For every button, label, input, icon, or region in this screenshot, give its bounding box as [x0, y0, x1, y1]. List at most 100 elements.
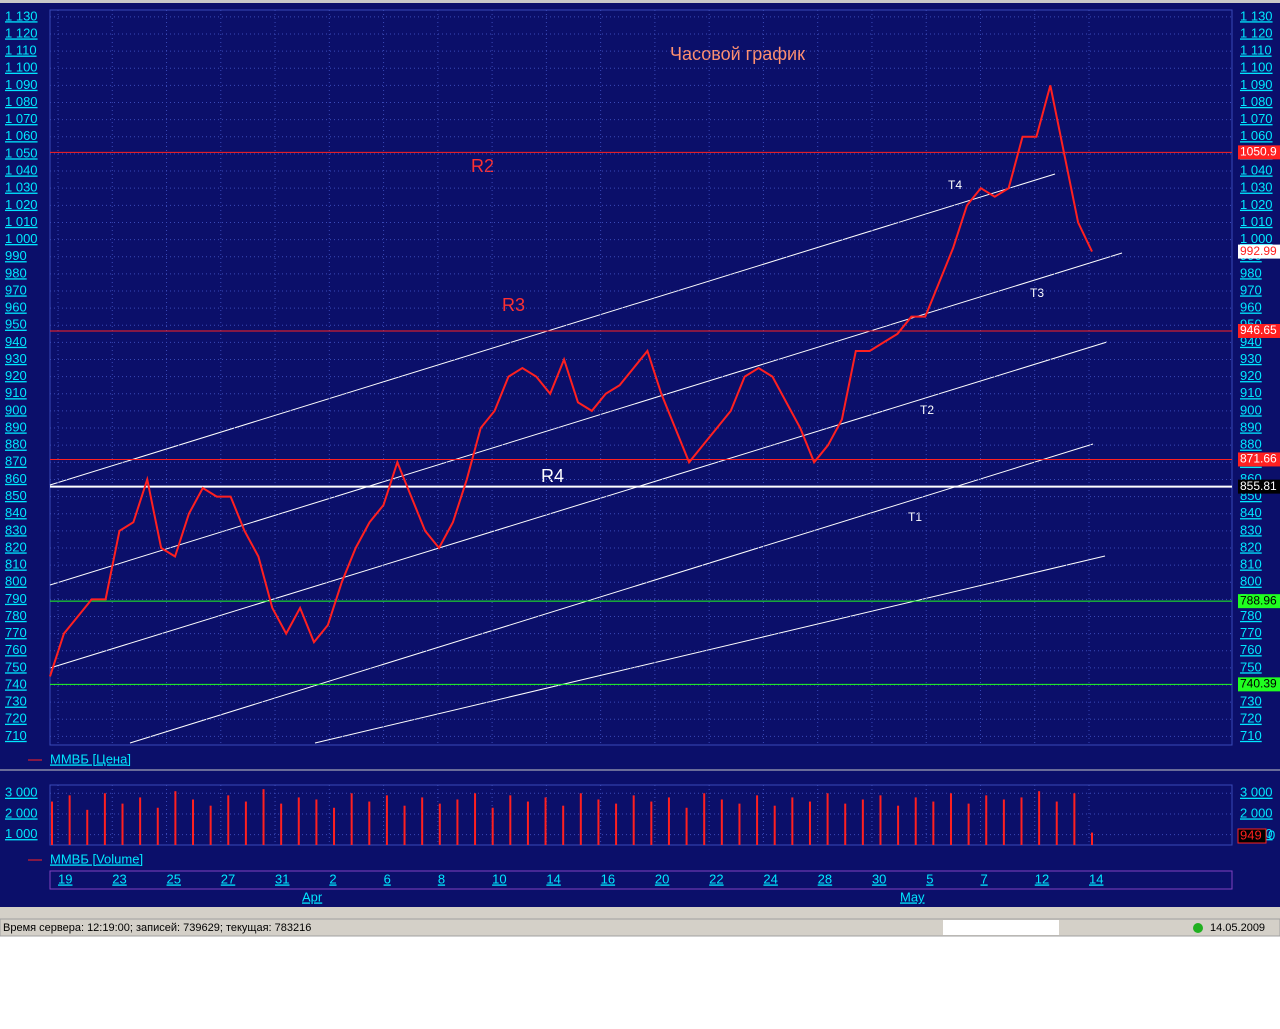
volume-bar	[897, 805, 900, 845]
x-tick-label: 16	[601, 871, 615, 886]
y-tick-label: 1 040	[1240, 162, 1273, 177]
y-tick-label: 950	[5, 317, 27, 332]
y-tick-label: 1 130	[5, 8, 38, 23]
y-tick-label: 1 120	[5, 25, 38, 40]
y-tick-label: 1 040	[5, 162, 38, 177]
y-tick-label: 840	[5, 505, 27, 520]
volume-bar	[315, 799, 318, 845]
y-tick-label: 890	[1240, 419, 1262, 434]
current-volume: 949	[1240, 827, 1262, 842]
x-tick-label: 2	[329, 871, 336, 886]
volume-bar	[773, 805, 776, 845]
x-tick-label: 14	[546, 871, 560, 886]
volume-bar	[403, 805, 406, 845]
y-tick-label: 930	[5, 351, 27, 366]
level-box	[1238, 452, 1280, 467]
volume-bar	[985, 795, 988, 845]
volume-bar	[156, 807, 159, 845]
volume-bar	[103, 793, 106, 845]
current-zero: 0	[1268, 827, 1275, 842]
legend-entry[interactable]: ММВБ [Volume]	[50, 851, 143, 866]
y-tick-label: 860	[5, 471, 27, 486]
y-tick-label: 840	[1240, 505, 1262, 520]
x-tick-label: 27	[221, 871, 235, 886]
volume-bar	[86, 809, 89, 845]
volume-bar	[597, 799, 600, 845]
volume-bar	[121, 803, 124, 845]
y-tick-label: 1 110	[5, 43, 37, 58]
y-tick-label: 3 000	[1240, 785, 1273, 800]
x-tick-label: 8	[438, 871, 445, 886]
y-tick-label: 1 020	[5, 197, 38, 212]
y-tick-label: 960	[5, 300, 27, 315]
status-field	[943, 920, 1059, 935]
volume-bar	[227, 795, 230, 845]
volume-bar	[438, 803, 441, 845]
y-tick-label: 980	[1240, 265, 1262, 280]
y-tick-label: 1 110	[1240, 43, 1272, 58]
level-box	[1238, 323, 1280, 338]
volume-bar	[421, 797, 424, 845]
trendline	[49, 173, 1056, 486]
price-frame	[49, 9, 1233, 746]
y-tick-label: 1 080	[1240, 94, 1273, 109]
y-tick-label: 1 090	[5, 77, 38, 92]
y-tick-label: 980	[5, 265, 27, 280]
y-tick-label: 820	[5, 539, 27, 554]
y-tick-label: 900	[5, 402, 27, 417]
volume-bar	[914, 797, 917, 845]
chart-title: Часовой график	[670, 44, 805, 64]
volume-bar	[68, 795, 71, 845]
status-date: 14.05.2009	[1210, 922, 1265, 934]
scrollbar[interactable]	[0, 907, 1280, 919]
x-tick-label: 23	[112, 871, 126, 886]
date-frame	[49, 870, 1233, 890]
trendlines	[49, 173, 1123, 744]
y-tick-label: 1 000	[1240, 231, 1273, 246]
legend-entry[interactable]: ММВБ [Цена]	[50, 751, 131, 766]
y-tick-label: 770	[1240, 625, 1262, 640]
volume-bar	[808, 801, 811, 845]
y-tick-label: 1 120	[1240, 25, 1273, 40]
volume-bar	[297, 797, 300, 845]
annotation: R3	[502, 295, 525, 315]
volume-bar	[192, 799, 195, 845]
y-tick-label: 960	[1240, 300, 1262, 315]
volume-bar	[738, 803, 741, 845]
x-tick-label: 5	[926, 871, 933, 886]
volume-bar	[509, 795, 512, 845]
level-box	[1238, 677, 1280, 692]
volume-bar	[861, 799, 864, 845]
volume-bar	[174, 791, 177, 845]
y-tick-label: 1 100	[5, 60, 38, 75]
y-tick-label: 940	[5, 334, 27, 349]
volume-bar	[720, 799, 723, 845]
trendline	[49, 252, 1123, 586]
volume-bar	[350, 793, 353, 845]
x-tick-label: 25	[167, 871, 181, 886]
volume-bar	[1055, 801, 1058, 845]
y-tick-label: 810	[5, 557, 27, 572]
trendline	[314, 555, 1106, 744]
y-tick-label: 1 030	[5, 180, 38, 195]
annotation: T2	[920, 403, 934, 417]
y-tick-label: 970	[5, 282, 27, 297]
y-tick-label: 830	[1240, 522, 1262, 537]
level-box	[1238, 594, 1280, 609]
y-tick-label: 710	[5, 728, 27, 743]
annotation: T3	[1030, 286, 1044, 300]
y-tick-label: 850	[5, 488, 27, 503]
status-icon	[1193, 923, 1203, 933]
trendline	[129, 443, 1094, 744]
y-tick-label: 3 000	[5, 785, 38, 800]
volume-bar	[967, 803, 970, 845]
x-tick-label: 30	[872, 871, 886, 886]
x-tick-label: 20	[655, 871, 669, 886]
y-tick-label: 1 020	[1240, 197, 1273, 212]
volume-bar	[368, 801, 371, 845]
y-tick-label: 800	[1240, 574, 1262, 589]
x-tick-label: 22	[709, 871, 723, 886]
volume-bar	[1038, 791, 1041, 845]
y-tick-label: 750	[1240, 659, 1262, 674]
